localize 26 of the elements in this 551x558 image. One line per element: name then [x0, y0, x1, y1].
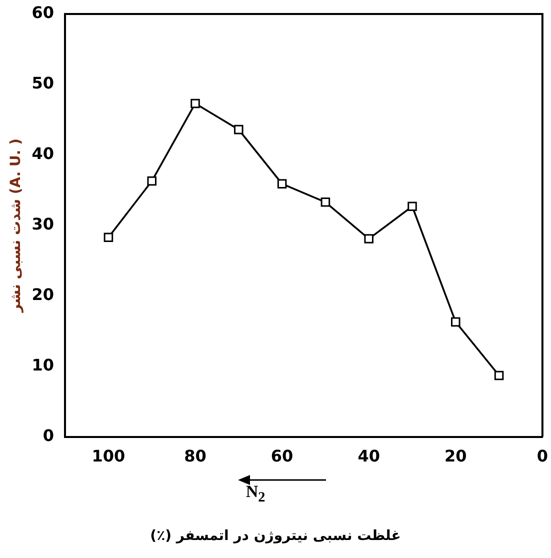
point: [408, 202, 417, 212]
x-tick-label: 0: [536, 446, 548, 466]
y-tick-label: 30: [32, 214, 54, 234]
point: [147, 176, 156, 186]
point: [277, 179, 287, 188]
y-tick-label: 10: [32, 355, 54, 374]
y-tick-label: 60: [32, 3, 54, 22]
point: [320, 198, 330, 207]
point: [451, 317, 460, 327]
x-axis-title: غلظت نسبی نیتروژن در اتمسفر (٪): [149, 528, 402, 544]
point: [234, 124, 244, 134]
point: [190, 98, 200, 108]
y-tick-label: 50: [32, 74, 54, 93]
y-tick-label: 40: [32, 144, 54, 164]
x-tick-label: 40: [358, 446, 380, 466]
x-tick-label: 80: [184, 446, 206, 466]
x-tick-label: 60: [270, 446, 294, 466]
point: [104, 232, 114, 242]
text: N$_{2}$: [246, 482, 266, 506]
x-tick-label: 100: [92, 446, 126, 466]
x-tick-label: 20: [444, 446, 467, 466]
point: [364, 234, 374, 244]
y-tick-label: 0: [42, 426, 54, 445]
y-tick-label: 20: [32, 285, 54, 304]
y-axis-title: شدت نسبی نشر (A. U. ): [8, 138, 24, 314]
point: [494, 370, 504, 380]
